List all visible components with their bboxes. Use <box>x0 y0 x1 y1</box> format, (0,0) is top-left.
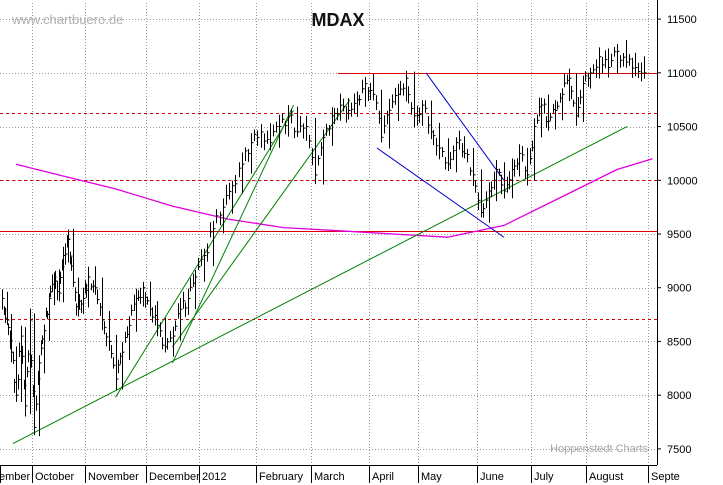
support-trend-line <box>12 126 628 444</box>
x-tick-label: July <box>534 471 554 483</box>
watermark: Hoppenstedt Charts <box>550 443 648 455</box>
channel-line <box>425 72 505 181</box>
x-tick-label: April <box>372 471 394 483</box>
x-tick-label: March <box>314 471 345 483</box>
axis-layer: 7500 8000 8500 9000 9500 10000 10500 11000 11500… <box>0 0 698 483</box>
x-tick-label: May <box>421 471 442 483</box>
x-tick-label: October <box>35 471 74 483</box>
chart-title: MDAX <box>312 10 365 30</box>
y-tick-label: 8500 <box>667 336 691 348</box>
grid-layer <box>0 3 657 465</box>
y-tick-label: 11000 <box>667 68 697 80</box>
price-bars-layer <box>2 40 647 437</box>
trend-lines-layer <box>12 72 628 444</box>
y-tick-label: 11500 <box>667 14 697 26</box>
source-label: www.chartbuero.de <box>11 12 123 27</box>
x-tick-label: February <box>259 471 304 483</box>
y-tick-label: 10000 <box>667 175 698 187</box>
x-tick-label: 2012 <box>202 471 226 483</box>
moving-average-layer <box>15 158 653 238</box>
moving-average-line <box>15 158 653 238</box>
x-tick-label: Septe <box>651 471 680 483</box>
support-trend-line <box>172 104 294 364</box>
x-tick-label: November <box>88 471 139 483</box>
y-tick-label: 8000 <box>667 390 691 402</box>
x-tick-label: June <box>480 471 504 483</box>
channel-line <box>376 147 505 238</box>
x-tick-label: August <box>589 471 623 483</box>
y-tick-label: 9500 <box>667 229 691 241</box>
x-tick-label: ember <box>0 471 31 483</box>
y-tick-label: 10500 <box>667 122 698 134</box>
x-tick-label: December <box>149 471 200 483</box>
support-trend-line <box>172 99 351 348</box>
y-tick-label: 9000 <box>667 283 691 295</box>
y-tick-label: 7500 <box>667 444 691 456</box>
